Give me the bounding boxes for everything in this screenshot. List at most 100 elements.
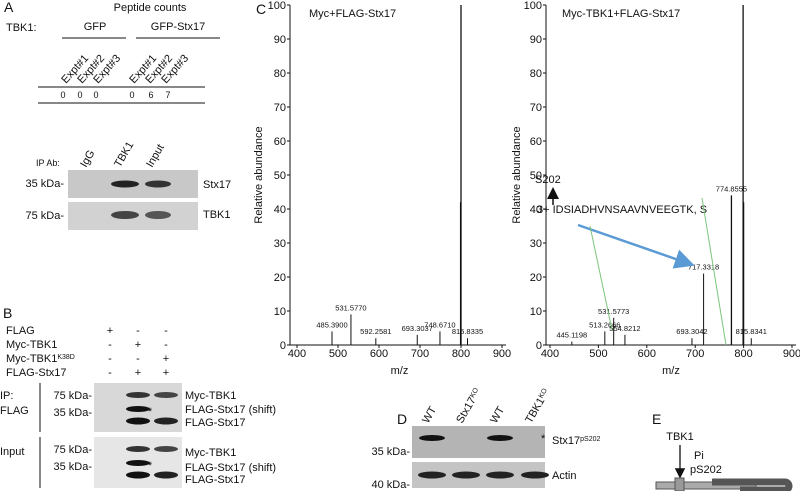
panel-title: Peptide counts (114, 2, 187, 14)
peptide-count: 6 (148, 90, 153, 100)
y-tick-label: 10 (274, 306, 286, 318)
x-tick-label: 800 (734, 348, 752, 360)
band-label-base: Stx17 (552, 435, 580, 447)
x-tick-label: 500 (329, 348, 347, 360)
panel-letter: B (3, 305, 12, 321)
panel-letter: C (256, 1, 266, 17)
protein-hairpin (712, 478, 793, 491)
condition-label-base: Myc-TBK1 (6, 353, 57, 365)
fragment-link (701, 197, 727, 346)
blot-band (154, 417, 178, 425)
marker-label: 75 kDa- (53, 390, 92, 402)
lane-label: TBK1 (112, 140, 136, 170)
section-label: Input (0, 446, 24, 458)
y-tick-label: 0 (536, 340, 542, 352)
lane-label: TBK1KO (523, 386, 552, 425)
blot-band (111, 180, 139, 188)
peak-label: 693.3037 (402, 324, 433, 333)
y-tick-label: 40 (530, 204, 542, 216)
band-label: Actin (552, 470, 576, 482)
condition-sign: + (135, 339, 141, 351)
marker-label: 35 kDa- (53, 407, 92, 419)
condition-label-base: Myc-TBK1 (6, 339, 57, 351)
condition-sign: + (135, 367, 141, 379)
peak-label: 554.8212 (609, 324, 640, 333)
lane-label-base: WT (420, 404, 439, 425)
phosphate-label: Pi (694, 450, 704, 462)
y-tick-label: 70 (530, 102, 542, 114)
band-label: FLAG-Stx17 (shift) (185, 404, 276, 416)
panel-letter: E (652, 411, 661, 427)
peak-label: 774.8555 (716, 184, 747, 193)
lane-label: WT (488, 404, 507, 425)
group-label: GFP (84, 21, 107, 33)
site-label: pS202 (690, 464, 722, 476)
y-tick-label: 0 (280, 340, 286, 352)
blot-band (486, 471, 514, 479)
peptide-count: 7 (165, 90, 170, 100)
blot-band (145, 211, 171, 219)
blot (412, 426, 545, 458)
condition-sign: - (136, 325, 140, 337)
peak-label: 717.3318 (688, 263, 719, 272)
lane-label-sup: KO (537, 387, 548, 400)
marker-label: 35 kDa- (53, 461, 92, 473)
band-label-base: Actin (552, 470, 576, 482)
y-tick-label: 100 (268, 0, 286, 12)
y-tick-label: 50 (274, 170, 286, 182)
blot-band (126, 460, 150, 466)
band-label-sup: pS202 (580, 436, 600, 443)
condition-sign: - (108, 353, 112, 365)
phospho-site (674, 477, 685, 491)
marker-label: 75 kDa- (25, 210, 64, 222)
peak-label: 513.2666 (589, 320, 620, 329)
marker-label: 75 kDa- (53, 444, 92, 456)
y-tick-label: 70 (274, 102, 286, 114)
y-axis-label: Relative abundance (511, 126, 523, 223)
blot-band (111, 211, 139, 219)
peak-label: 815.8335 (452, 327, 483, 336)
x-tick-label: 400 (541, 348, 559, 360)
peptide-count: 0 (129, 90, 134, 100)
site-label: S202 (535, 174, 561, 186)
condition-label: Myc-TBK1K38D (6, 353, 75, 365)
lane-label: WT (420, 404, 439, 425)
y-tick-label: 20 (530, 272, 542, 284)
blot-band (154, 392, 178, 398)
group-label: GFP-Stx17 (151, 21, 205, 33)
condition-label: Myc-TBK1 (6, 339, 57, 351)
x-tick-label: 700 (411, 348, 429, 360)
peptide-count: 0 (77, 90, 82, 100)
blot-band (126, 417, 150, 425)
row-label: TBK1: (6, 22, 37, 34)
y-tick-label: 90 (530, 34, 542, 46)
lane-label-base: TBK1 (523, 396, 547, 426)
condition-label-sup: K38D (57, 354, 75, 361)
y-tick-label: 40 (274, 204, 286, 216)
peptide-count: 0 (93, 90, 98, 100)
condition-sign: - (164, 339, 168, 351)
x-axis-label: m/z (391, 365, 409, 377)
section-label: IP: (0, 390, 13, 402)
x-tick-label: 500 (589, 348, 607, 360)
y-tick-label: 80 (274, 68, 286, 80)
blot-band (145, 180, 171, 188)
asterisk: * (148, 460, 153, 472)
kinase-label: TBK1 (666, 431, 694, 443)
y-tick-label: 30 (274, 238, 286, 250)
band-label: FLAG-Stx17 (185, 417, 246, 429)
blot-band (154, 471, 178, 479)
band-label: Stx17pS202 (552, 435, 600, 447)
condition-sign: - (136, 353, 140, 365)
marker-label: 35 kDa- (371, 446, 410, 458)
blot-band (126, 446, 150, 452)
panel-letter: A (4, 0, 14, 15)
blot-band (154, 446, 178, 452)
lane-label-base: WT (488, 404, 507, 425)
y-tick-label: 100 (524, 0, 542, 12)
x-tick-label: 600 (370, 348, 388, 360)
spectrum-title: Myc-TBK1+FLAG-Stx17 (562, 8, 680, 20)
peptide-label: 3+ IDSIADHVNSAAVNVEEGTK, S (537, 204, 707, 216)
y-tick-label: 60 (274, 136, 286, 148)
